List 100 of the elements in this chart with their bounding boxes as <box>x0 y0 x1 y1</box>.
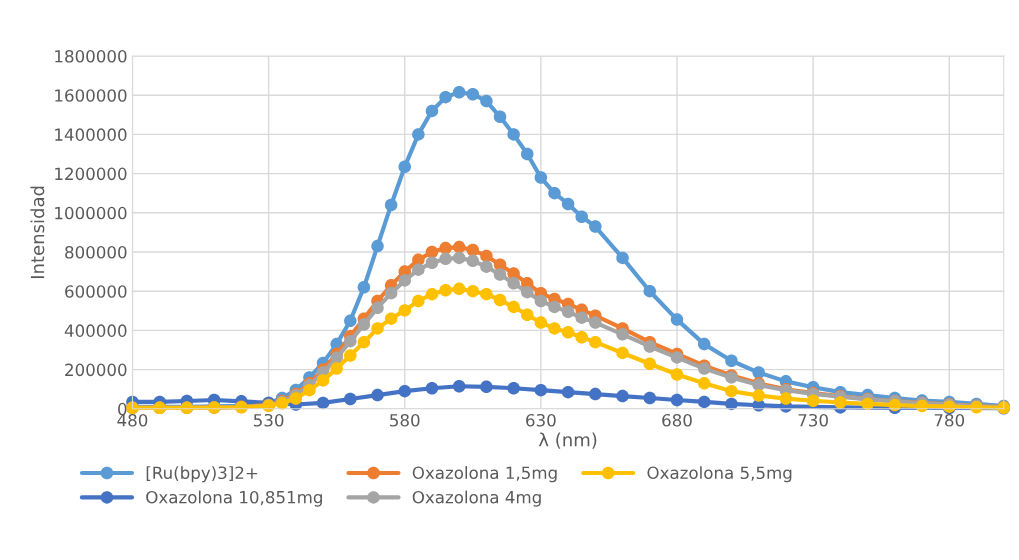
point <box>452 240 466 254</box>
y-tick-label: 1400000 <box>55 128 127 141</box>
legend-label: Oxazolona 1,5mg <box>412 466 557 483</box>
point <box>575 210 588 223</box>
y-tick-label: 200000 <box>65 363 127 377</box>
point <box>589 220 602 233</box>
y-tick-label: 1000000 <box>55 206 127 220</box>
point <box>452 86 466 99</box>
point <box>697 377 711 390</box>
point <box>371 239 384 253</box>
point <box>330 351 343 365</box>
point <box>725 384 738 398</box>
point <box>561 305 575 319</box>
point <box>493 293 507 307</box>
point <box>480 260 493 273</box>
point <box>779 392 793 405</box>
point <box>521 308 534 321</box>
y-axis-title: Intensidad <box>30 186 45 279</box>
point <box>670 393 684 407</box>
point <box>697 337 711 351</box>
point <box>466 87 480 101</box>
point <box>412 294 425 308</box>
point <box>412 263 425 276</box>
point <box>425 256 439 270</box>
y-tick-label: 1800000 <box>55 49 127 63</box>
point <box>398 384 411 398</box>
x-tick-label: 480 <box>117 413 148 427</box>
point <box>548 300 561 314</box>
point <box>452 251 466 265</box>
x-tick-label: 530 <box>253 413 284 427</box>
x-tick-label: 730 <box>798 413 828 427</box>
point <box>507 128 520 141</box>
y-tick-label: 800000 <box>65 245 127 259</box>
point <box>534 316 548 329</box>
point <box>452 380 466 393</box>
point <box>344 314 357 328</box>
point <box>561 326 575 339</box>
point <box>480 249 493 263</box>
x-tick-label: 680 <box>662 413 692 427</box>
y-tick-label: 1600000 <box>55 89 127 102</box>
point <box>384 312 398 325</box>
point <box>425 287 439 301</box>
point <box>330 362 343 375</box>
point <box>357 281 371 294</box>
point <box>548 322 561 335</box>
point <box>643 391 657 405</box>
point <box>303 383 316 397</box>
point <box>344 334 357 348</box>
legend-label: [Ru(bpy)3]2+ <box>146 466 258 483</box>
point <box>466 243 480 257</box>
point <box>806 394 820 408</box>
point <box>371 388 384 402</box>
point <box>493 110 507 124</box>
point <box>616 346 629 360</box>
x-tick-label: 630 <box>526 413 556 427</box>
point <box>507 277 520 290</box>
point <box>534 171 548 184</box>
point <box>439 252 452 266</box>
point <box>425 104 439 118</box>
point <box>670 351 684 364</box>
point <box>507 381 520 395</box>
point <box>697 395 711 409</box>
legend-label: Oxazolona 4mg <box>412 490 541 507</box>
point <box>412 128 425 141</box>
point <box>425 245 439 259</box>
point <box>384 198 398 212</box>
point <box>439 283 452 297</box>
point <box>670 313 684 326</box>
point <box>316 374 330 387</box>
point <box>357 318 371 331</box>
point <box>861 397 874 411</box>
point <box>480 380 493 394</box>
point <box>725 397 738 411</box>
point <box>466 284 480 298</box>
point <box>507 300 520 314</box>
y-tick-label: 1200000 <box>55 167 127 181</box>
x-tick-label: 580 <box>390 413 420 427</box>
point <box>616 389 629 403</box>
point <box>589 316 602 329</box>
point <box>344 349 357 362</box>
point <box>548 186 561 200</box>
point <box>752 366 765 379</box>
point <box>398 274 411 287</box>
point <box>398 160 411 173</box>
point <box>371 322 384 335</box>
point <box>534 294 548 308</box>
point <box>384 286 398 300</box>
point <box>589 387 602 401</box>
point <box>521 285 534 299</box>
point <box>561 197 575 211</box>
point <box>452 282 466 296</box>
point <box>493 268 507 281</box>
point <box>643 357 657 370</box>
point <box>534 383 548 397</box>
point <box>425 381 439 395</box>
point <box>834 396 847 409</box>
point <box>466 254 480 268</box>
legend-label: Oxazolona 10,851mg <box>146 490 322 507</box>
point <box>670 368 684 381</box>
point <box>480 287 493 301</box>
